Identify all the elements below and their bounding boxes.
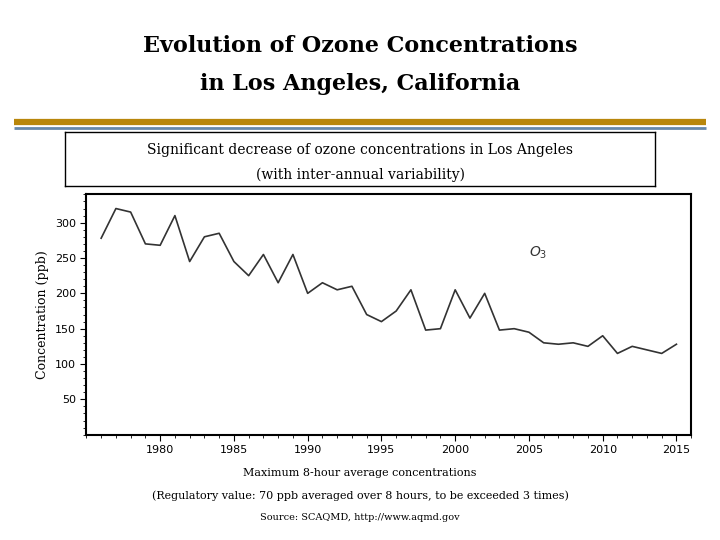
Text: (Regulatory value: 70 ppb averaged over 8 hours, to be exceeded 3 times): (Regulatory value: 70 ppb averaged over … [152,490,568,501]
Y-axis label: Concentration (ppb): Concentration (ppb) [36,250,49,379]
Text: $O_3$: $O_3$ [529,245,547,261]
Text: in Los Angeles, California: in Los Angeles, California [200,73,520,94]
Text: Significant decrease of ozone concentrations in Los Angeles: Significant decrease of ozone concentrat… [147,143,573,157]
Text: Maximum 8-hour average concentrations: Maximum 8-hour average concentrations [243,468,477,477]
Text: Evolution of Ozone Concentrations: Evolution of Ozone Concentrations [143,35,577,57]
Text: Source: SCAQMD, http://www.aqmd.gov: Source: SCAQMD, http://www.aqmd.gov [260,513,460,522]
Text: (with inter-annual variability): (with inter-annual variability) [256,167,464,181]
